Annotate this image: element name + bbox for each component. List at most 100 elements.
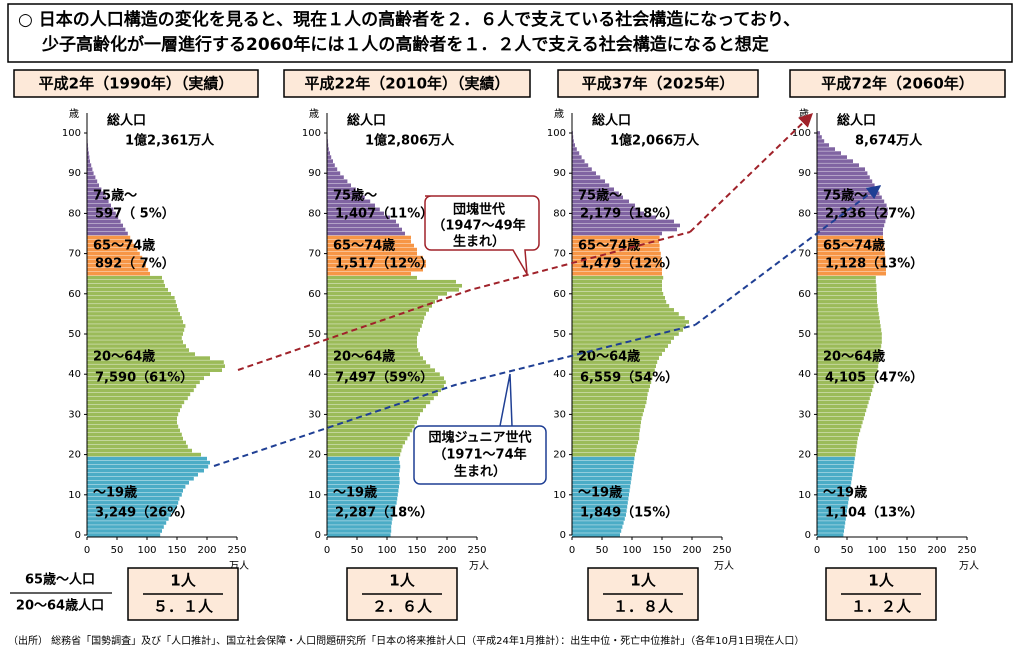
- bar: [817, 397, 870, 401]
- bar: [87, 401, 184, 405]
- bar: [572, 445, 637, 449]
- bar: [87, 469, 204, 473]
- bar: [87, 276, 162, 280]
- bar: [572, 175, 600, 179]
- callout-text: 団塊世代: [453, 202, 505, 218]
- bar: [327, 175, 344, 179]
- bar: [572, 481, 631, 485]
- bar: [327, 469, 400, 473]
- ratio-bottom: １．２人: [851, 598, 912, 616]
- bar: [87, 171, 94, 175]
- x-tick-label: 250: [467, 545, 486, 556]
- y-tick-label: 40: [553, 369, 566, 380]
- bar: [327, 388, 441, 392]
- bar: [572, 425, 640, 429]
- group-value: 4,105（47%）: [825, 370, 923, 386]
- bar: [87, 429, 180, 433]
- ratio-label: 20～64歳人口: [16, 598, 104, 614]
- bar: [87, 324, 185, 328]
- bar: [87, 437, 183, 441]
- bar: [327, 288, 459, 292]
- bar: [87, 465, 208, 469]
- bar: [572, 155, 582, 159]
- bar: [817, 469, 853, 473]
- y-axis-label: 歳: [309, 108, 319, 120]
- bar: [817, 139, 824, 143]
- bar: [572, 300, 666, 304]
- total-value: 1億2,066万人: [610, 133, 700, 149]
- bar: [87, 521, 166, 525]
- group-label: 75歳～: [578, 188, 622, 204]
- bar: [572, 397, 647, 401]
- y-tick-label: 40: [68, 369, 81, 380]
- bar: [817, 167, 865, 171]
- bar: [87, 167, 92, 171]
- y-tick-label: 80: [308, 208, 321, 219]
- y-tick-label: 10: [553, 490, 566, 501]
- bar: [87, 413, 178, 417]
- bar: [327, 409, 423, 413]
- x-tick-label: 150: [897, 545, 916, 556]
- x-tick-label: 100: [867, 545, 886, 556]
- bar: [572, 521, 624, 525]
- group-value: 6,559（54%）: [580, 370, 678, 386]
- group-label: 75歳～: [333, 188, 377, 204]
- bar: [817, 413, 865, 417]
- bar: [572, 183, 609, 187]
- bar: [87, 445, 188, 449]
- bar: [327, 529, 391, 533]
- bar: [87, 417, 177, 421]
- bar: [572, 171, 596, 175]
- bar: [87, 388, 194, 392]
- y-tick-label: 30: [68, 409, 81, 420]
- bar: [572, 320, 689, 324]
- bar: [327, 163, 335, 167]
- bar: [817, 401, 869, 405]
- bar: [327, 312, 426, 316]
- bar: [572, 461, 634, 465]
- y-tick-label: 10: [68, 490, 81, 501]
- bar: [572, 167, 592, 171]
- callout-text: （1971～74年: [433, 447, 526, 463]
- y-tick-label: 40: [798, 369, 811, 380]
- group-label: 65～74歳: [578, 238, 640, 254]
- x-tick-label: 200: [927, 545, 946, 556]
- callout-text: 団塊ジュニア世代: [428, 430, 531, 446]
- y-tick-label: 70: [308, 249, 321, 260]
- y-tick-label: 80: [798, 208, 811, 219]
- bar: [817, 228, 883, 232]
- bar: [327, 167, 337, 171]
- bar: [87, 304, 177, 308]
- bar: [327, 228, 402, 232]
- bar: [817, 171, 867, 175]
- y-tick-label: 40: [308, 369, 321, 380]
- chart-title: 平成2年（1990年）（実績）: [39, 75, 234, 93]
- bar: [572, 457, 634, 461]
- bar: [327, 364, 430, 368]
- ratio-top: 1人: [170, 572, 196, 590]
- bar: [327, 441, 405, 445]
- y-tick-label: 0: [315, 530, 321, 541]
- ratio-bottom: １．８人: [613, 598, 674, 616]
- group-label: 75歳～: [93, 188, 137, 204]
- y-tick-label: 70: [798, 249, 811, 260]
- bar: [87, 525, 164, 529]
- group-value: 1,849（15%）: [580, 505, 678, 521]
- bar: [87, 433, 182, 437]
- callout-text: 生まれ）: [453, 234, 505, 250]
- bar: [817, 409, 866, 413]
- group-value: 1,128（13%）: [825, 256, 923, 272]
- bar: [817, 449, 856, 453]
- bar: [87, 328, 184, 332]
- bar: [817, 437, 858, 441]
- group-label: ～19歳: [333, 485, 377, 501]
- bar: [87, 280, 164, 284]
- group-value: 597（ 5%）: [95, 206, 175, 222]
- dankai-arrow: [690, 114, 812, 232]
- callout-text: 生まれ）: [454, 464, 506, 480]
- x-tick-label: 200: [437, 545, 456, 556]
- bar: [817, 340, 882, 344]
- bar: [572, 304, 669, 308]
- total-label: 総人口: [107, 113, 146, 129]
- bar: [87, 320, 183, 324]
